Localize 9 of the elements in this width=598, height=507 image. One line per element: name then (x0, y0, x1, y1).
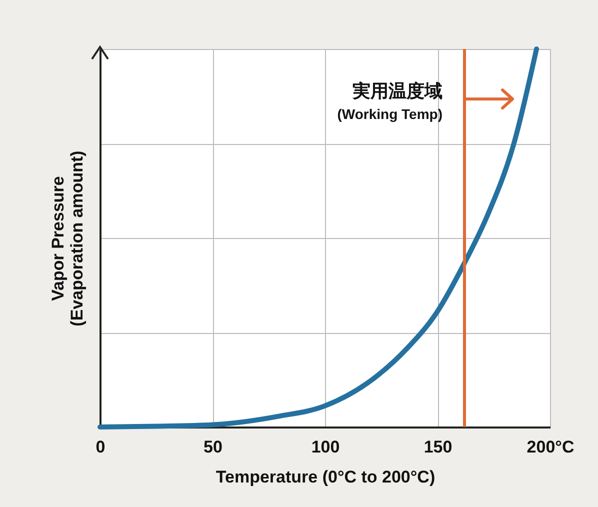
y-axis-title: Vapor Pressure (Evaporation amount) (48, 150, 86, 326)
x-axis-title: Temperature (0°C to 200°C) (216, 468, 436, 486)
ref-line-label: 実用温度域 (352, 81, 442, 101)
x-tick-label: 0 (96, 438, 106, 456)
x-tick-label: 50 (204, 438, 222, 456)
x-tick-label: 100 (311, 438, 340, 456)
x-tick-label: 200°C (526, 438, 574, 456)
annotation: (Working Temp) (337, 106, 442, 122)
x-tick-label: 150 (424, 438, 452, 456)
